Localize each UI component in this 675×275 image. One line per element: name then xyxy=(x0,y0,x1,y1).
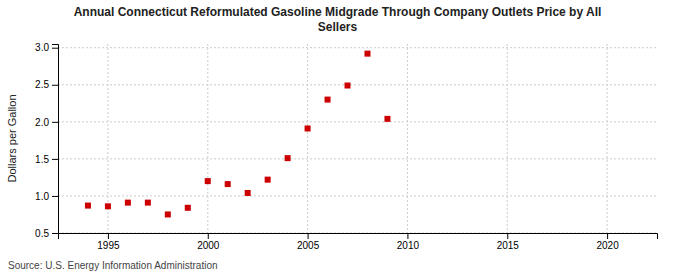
x-tick-label: 2015 xyxy=(497,240,520,251)
point xyxy=(185,205,191,211)
plot: 1995 2000 2005 2010 2015 2020 0.5 1.0 1.5 2.0 2.5 3… xyxy=(35,42,657,251)
x-tick: 2020 xyxy=(596,233,619,251)
y-grid-line xyxy=(58,195,657,196)
x-axis: 1995 2000 2005 2010 2015 2020 xyxy=(59,233,658,251)
y-tick: 1.5 xyxy=(35,154,58,165)
x-tick-mark xyxy=(407,233,408,239)
x-tick-mark xyxy=(208,233,209,239)
y-tick: 2.5 xyxy=(35,79,58,90)
grid xyxy=(58,44,657,233)
x-tick-label: 2005 xyxy=(297,240,320,251)
y-tick-mark xyxy=(52,196,58,197)
x-axis-line xyxy=(59,234,658,240)
point xyxy=(125,200,131,206)
point xyxy=(145,200,151,206)
point xyxy=(345,83,351,89)
y-tick-label: 1.0 xyxy=(35,191,49,202)
annotation: Source: U.S. Energy Information Administ… xyxy=(8,260,218,271)
y-tick-mark xyxy=(52,122,58,123)
y-tick: 2.0 xyxy=(35,117,58,128)
y-grid-line xyxy=(58,84,657,85)
point xyxy=(285,155,291,161)
point xyxy=(325,97,331,103)
x-grid-line xyxy=(407,44,408,233)
x-tick-mark xyxy=(108,233,109,239)
x-grid-line xyxy=(507,44,508,233)
y-axis: 0.5 1.0 1.5 2.0 2.5 3.0 xyxy=(35,42,58,238)
point xyxy=(245,190,251,196)
y-tick-mark xyxy=(52,85,58,86)
point xyxy=(305,125,311,131)
point xyxy=(165,211,171,217)
x-tick: 2005 xyxy=(297,233,320,251)
y-axis-title: Dollars per Gallon xyxy=(6,94,18,182)
x-tick: 1995 xyxy=(97,233,120,251)
point xyxy=(265,177,271,183)
y-grid-line xyxy=(58,158,657,159)
chart: Annual Connecticut Reformulated Gasoline… xyxy=(0,0,675,275)
y-tick: 0.5 xyxy=(35,228,58,239)
x-tick: 2010 xyxy=(397,233,420,251)
x-tick: 2015 xyxy=(497,233,520,251)
title-line: Annual Connecticut Reformulated Gasoline… xyxy=(74,5,602,19)
y-tick: 1.0 xyxy=(35,191,58,202)
point xyxy=(105,203,111,209)
point xyxy=(85,203,91,209)
y-axis-line xyxy=(52,45,59,234)
x-tick-label: 2010 xyxy=(397,240,420,251)
y-tick-label: 1.5 xyxy=(35,154,49,165)
y-tick-label: 2.5 xyxy=(35,79,49,90)
point xyxy=(205,178,211,184)
x-tick-label: 2000 xyxy=(197,240,220,251)
y-tick-label: 2.0 xyxy=(35,117,49,128)
x-tick-label: 2020 xyxy=(596,240,619,251)
point xyxy=(384,116,390,122)
y-tick-mark xyxy=(52,233,58,234)
y-tick-label: 0.5 xyxy=(35,228,49,239)
point xyxy=(225,181,231,187)
x-tick-label: 1995 xyxy=(97,240,120,251)
x-grid-line xyxy=(607,44,608,233)
points xyxy=(85,51,391,218)
y-grid-line xyxy=(58,121,657,122)
y-tick-mark xyxy=(52,48,58,49)
title-line: Sellers xyxy=(318,20,358,34)
x-tick-mark xyxy=(308,233,309,239)
title: Annual Connecticut Reformulated Gasoline… xyxy=(74,5,602,34)
y-tick-mark xyxy=(52,159,58,160)
point xyxy=(364,51,370,57)
y-tick-label: 3.0 xyxy=(35,42,49,53)
y-tick: 3.0 xyxy=(35,42,58,53)
x-tick-mark xyxy=(607,233,608,239)
x-tick-mark xyxy=(507,233,508,239)
x-grid-line xyxy=(207,44,208,233)
x-tick: 2000 xyxy=(197,233,220,251)
x-grid-line xyxy=(307,44,308,233)
y-grid-line xyxy=(58,47,657,48)
